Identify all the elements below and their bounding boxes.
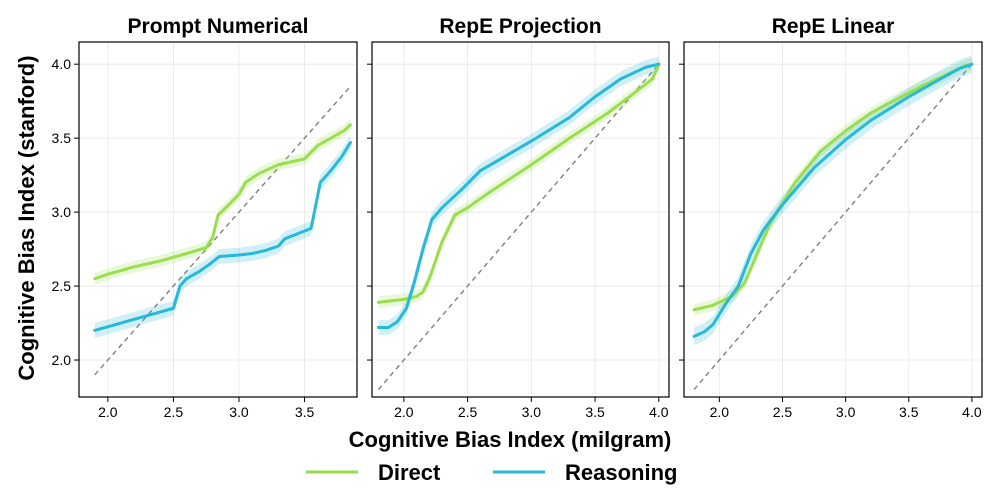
x-tick-label: 3.0 [522,404,542,420]
x-tick-label: 3.0 [229,404,249,420]
panel-title: Prompt Numerical [128,15,309,38]
plot-frame [78,41,358,398]
x-tick-label: 2.5 [773,404,793,420]
series-line-direct [692,62,974,312]
panel-repe-projection: 2.0 2.5 3.0 3.5 4.0 RepE Projection [367,15,670,420]
series-line-direct [376,62,661,304]
y-axis-title: Cognitive Bias Index (stanford) [14,55,39,380]
x-tick-label: 2.5 [458,404,478,420]
confidence-band-reasoning [94,135,351,338]
confidence-band-direct [694,58,972,316]
series-line-direct [93,123,352,281]
plot-frame [683,41,983,398]
y-tick-label: 3.0 [52,204,72,220]
x-tick-label: 2.0 [394,404,414,420]
panel-title: RepE Projection [439,15,601,38]
confidence-band-reasoning [694,55,972,346]
x-tick-label: 4.0 [962,404,982,420]
series-line-reasoning [93,141,352,332]
panel-repe-linear: 2.0 2.5 3.0 3.5 4.0 RepE Linear [679,15,983,420]
plot-frame [371,41,670,398]
x-tick-label: 3.5 [295,404,315,420]
x-tick-label: 3.5 [585,404,605,420]
panel-prompt-numerical: 2.0 2.5 3.0 3.5 2.0 2.5 3.0 3.5 4.0 Prompt Numeri… [52,15,358,420]
x-tick-label: 2.5 [164,404,184,420]
diagonal-reference-line [693,63,973,391]
legend-label-reasoning: Reasoning [565,460,677,485]
x-tick-label: 3.5 [899,404,919,420]
x-tick-label: 2.0 [710,404,730,420]
series-line-reasoning [692,62,974,338]
y-tick-label: 3.5 [52,130,72,146]
diagonal-reference-line [94,85,351,376]
confidence-band-direct [94,118,351,285]
x-axis-title: Cognitive Bias Index (milgram) [349,427,672,452]
confidence-band-direct [378,58,659,309]
y-tick-label: 2.0 [52,352,72,368]
chart-panels: 2.0 2.5 3.0 3.5 2.0 2.5 3.0 3.5 4.0 Prompt Numeri… [52,15,983,420]
legend-label-direct: Direct [378,460,441,485]
x-tick-label: 4.0 [649,404,669,420]
x-tick-label: 2.0 [98,404,118,420]
x-tick-label: 3.0 [836,404,856,420]
y-tick-label: 4.0 [52,56,72,72]
panel-title: RepE Linear [772,15,895,38]
y-tick-label: 2.5 [52,278,72,294]
legend: Direct Reasoning [306,460,677,485]
series-line-reasoning [376,62,661,329]
diagonal-reference-line [377,63,660,391]
